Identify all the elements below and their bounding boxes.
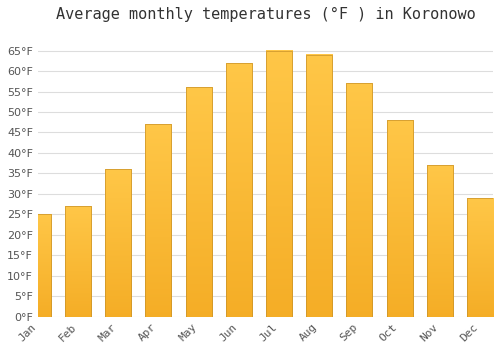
Title: Average monthly temperatures (°F ) in Koronowo: Average monthly temperatures (°F ) in Ko…: [56, 7, 476, 22]
Bar: [146, 124, 172, 317]
Bar: [105, 169, 132, 317]
Bar: [65, 206, 91, 317]
Bar: [346, 83, 372, 317]
Bar: [24, 215, 51, 317]
Bar: [266, 50, 292, 317]
Bar: [186, 88, 212, 317]
Bar: [467, 198, 493, 317]
Bar: [226, 63, 252, 317]
Bar: [386, 120, 412, 317]
Bar: [426, 165, 453, 317]
Bar: [306, 55, 332, 317]
